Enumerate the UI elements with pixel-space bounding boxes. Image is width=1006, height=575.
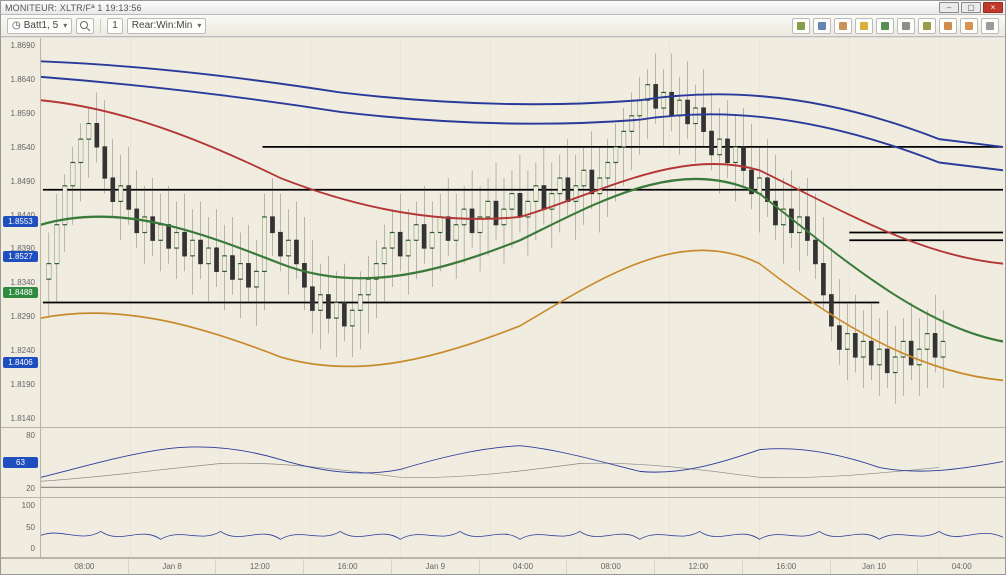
osc2-yaxis: 100 50 0 xyxy=(1,498,41,557)
symbol-label: Batt1, 5 xyxy=(24,20,58,31)
price-ylabel: 1.8690 xyxy=(3,42,38,50)
time-label: 04:00 xyxy=(479,559,567,574)
tool-dots-button[interactable] xyxy=(981,18,999,34)
oscillator-2-pane[interactable]: 100 50 0 xyxy=(1,498,1005,558)
time-label: 08:00 xyxy=(566,559,654,574)
price-yaxis: 1.86901.86401.85901.85401.84901.84401.83… xyxy=(1,38,41,427)
time-label: Jan 8 xyxy=(128,559,216,574)
time-label: Jan 9 xyxy=(391,559,479,574)
price-ylabel: 1.8290 xyxy=(3,313,38,321)
right-toolbar xyxy=(792,18,999,34)
osc1-badge: 63 xyxy=(3,457,38,468)
dots-icon xyxy=(984,20,996,32)
price-badge: 1.8527 xyxy=(3,251,38,262)
price-chart-svg xyxy=(1,38,1005,427)
oscillator-1-pane[interactable]: 80502063 xyxy=(1,428,1005,498)
osc2-ylabel: 50 xyxy=(3,524,38,532)
palette-icon xyxy=(900,20,912,32)
timeframe-value[interactable]: 1 xyxy=(107,18,123,34)
folder-icon xyxy=(858,20,870,32)
trend-icon xyxy=(816,20,828,32)
tool-save-button[interactable] xyxy=(960,18,978,34)
time-label: 16:00 xyxy=(303,559,391,574)
chart-area: 1.86901.86401.85901.85401.84901.84401.83… xyxy=(1,37,1005,574)
time-axis: 08:00Jan 812:0016:00Jan 904:0008:0012:00… xyxy=(1,558,1005,574)
price-ylabel: 1.8490 xyxy=(3,178,38,186)
tool-brush-button[interactable] xyxy=(834,18,852,34)
range-selector[interactable]: Rear:Win:Min xyxy=(127,18,207,34)
osc1-ylabel: 80 xyxy=(3,432,38,440)
maximize-button[interactable]: ▢ xyxy=(961,2,981,13)
brush-icon xyxy=(837,20,849,32)
window-title: MONITEUR: XLTR/Fª 1 19:13:56 xyxy=(5,3,142,13)
price-ylabel: 1.8140 xyxy=(3,415,38,423)
time-label: 04:00 xyxy=(917,559,1005,574)
time-label: 08:00 xyxy=(41,559,128,574)
price-ylabel: 1.8240 xyxy=(3,347,38,355)
toolbar: ◷ Batt1, 5 1 Rear:Win:Min xyxy=(1,15,1005,37)
zoom-button[interactable] xyxy=(76,18,94,34)
note-icon xyxy=(942,20,954,32)
osc1-svg xyxy=(1,428,1005,497)
tool-trend-button[interactable] xyxy=(813,18,831,34)
tool-cursor-button[interactable] xyxy=(792,18,810,34)
target-icon xyxy=(921,20,933,32)
price-ylabel: 1.8190 xyxy=(3,381,38,389)
window-titlebar: MONITEUR: XLTR/Fª 1 19:13:56 – ▢ × xyxy=(1,1,1005,15)
symbol-icon: ◷ xyxy=(12,20,21,31)
time-label: 12:00 xyxy=(654,559,742,574)
time-label: 12:00 xyxy=(215,559,303,574)
tool-note-button[interactable] xyxy=(939,18,957,34)
price-badge: 1.8488 xyxy=(3,287,38,298)
save-icon xyxy=(963,20,975,32)
symbol-selector[interactable]: ◷ Batt1, 5 xyxy=(7,18,72,34)
osc1-ylabel: 20 xyxy=(3,485,38,493)
close-button[interactable]: × xyxy=(983,2,1003,13)
zoom-icon xyxy=(79,20,91,32)
cursor-icon xyxy=(795,20,807,32)
price-badge: 1.8406 xyxy=(3,357,38,368)
osc2-ylabel: 100 xyxy=(3,502,38,510)
layers-icon xyxy=(879,20,891,32)
price-ylabel: 1.8540 xyxy=(3,144,38,152)
price-ylabel: 1.8590 xyxy=(3,110,38,118)
osc2-ylabel: 0 xyxy=(3,545,38,553)
osc2-svg xyxy=(1,498,1005,557)
price-badge: 1.8553 xyxy=(3,216,38,227)
tool-palette-button[interactable] xyxy=(897,18,915,34)
tool-folder-button[interactable] xyxy=(855,18,873,34)
osc1-yaxis: 80502063 xyxy=(1,428,41,497)
tool-layers-button[interactable] xyxy=(876,18,894,34)
tool-target-button[interactable] xyxy=(918,18,936,34)
time-label: 16:00 xyxy=(742,559,830,574)
minimize-button[interactable]: – xyxy=(939,2,959,13)
time-label: Jan 10 xyxy=(830,559,918,574)
price-pane[interactable]: 1.86901.86401.85901.85401.84901.84401.83… xyxy=(1,38,1005,428)
price-ylabel: 1.8640 xyxy=(3,76,38,84)
